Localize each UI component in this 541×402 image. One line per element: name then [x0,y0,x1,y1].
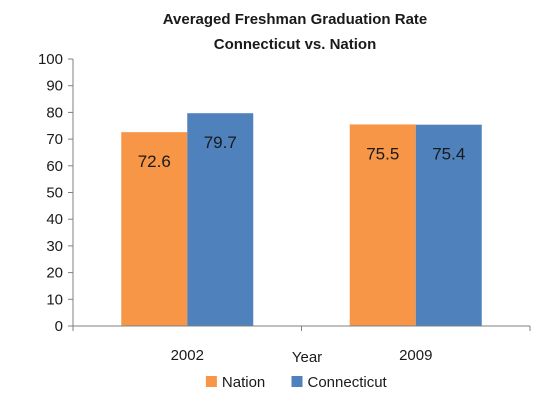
x-category-label: 2009 [399,347,432,364]
y-tick-label: 70 [46,131,63,148]
y-tick-label: 20 [46,265,63,282]
data-label-connecticut-2002: 79.7 [204,133,237,152]
x-axis-ticks [72,326,531,331]
bars-group [121,113,482,327]
bar-connecticut-2002 [187,113,254,327]
data-labels-group: 72.6 79.7 75.5 75.4 [138,133,466,171]
legend-label-connecticut: Connecticut [308,374,388,391]
chart-subtitle: Connecticut vs. Nation [214,36,377,53]
chart-title: Averaged Freshman Graduation Rate [163,11,428,28]
y-tick-label: 90 [46,78,63,95]
y-tick-label: 50 [46,185,63,202]
legend-label-nation: Nation [222,374,265,391]
y-tick-label: 40 [46,211,63,228]
x-category-label: 2002 [171,347,204,364]
y-tick-label: 60 [46,158,63,175]
data-label-nation-2002: 72.6 [138,152,171,171]
y-tick-label: 30 [46,238,63,255]
y-tick-label: 10 [46,291,63,308]
y-tick-label: 0 [55,318,63,335]
data-label-connecticut-2009: 75.4 [432,145,465,164]
data-label-nation-2009: 75.5 [366,144,399,163]
x-axis-title: Year [292,349,322,366]
x-category-labels: 2002 2009 [171,347,433,364]
bar-connecticut-2009 [415,124,482,326]
legend-swatch-nation [205,376,217,387]
y-tick-label: 100 [38,51,63,68]
y-tick-label: 80 [46,104,63,121]
bar-nation-2002 [121,132,188,326]
legend: Nation Connecticut [205,374,388,391]
y-axis-ticks: 0 10 20 30 40 50 60 70 80 90 100 [38,51,73,335]
bar-nation-2009 [349,124,416,326]
legend-swatch-connecticut [291,376,303,387]
